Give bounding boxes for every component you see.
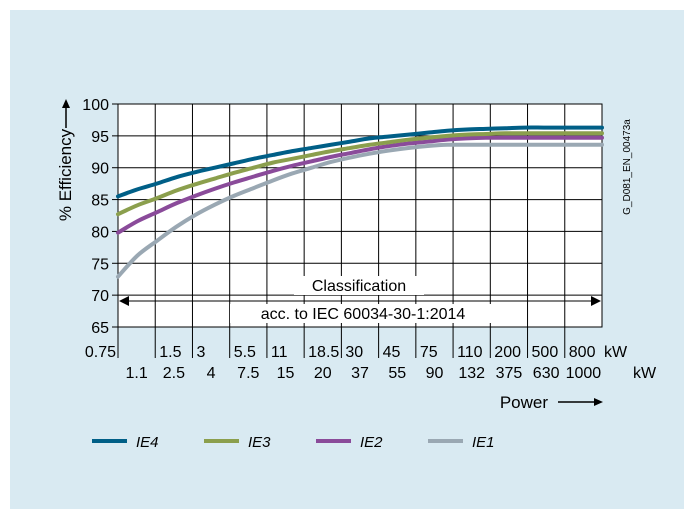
x-tick-label-bottom: 1.1 [125, 365, 147, 382]
series-line-ie3 [116, 131, 604, 217]
legend: IE4 IE3 IE2 IE1 [92, 434, 495, 451]
y-tick-label: 85 [91, 193, 109, 210]
y-axis-arrow [62, 99, 70, 128]
doc-code: G_D081_EN_00473a [622, 119, 633, 215]
legend-label-ie1: IE1 [472, 434, 495, 451]
x-tick-label-top: 5.5 [234, 344, 256, 361]
x-tick-label-bottom: 630 [533, 365, 560, 382]
x-tick-label-top: 75 [420, 344, 438, 361]
series-line-ie1 [116, 142, 604, 279]
standard-label-bg [230, 304, 496, 323]
x-tick-label-bottom: 15 [277, 365, 295, 382]
x-tick-label-bottom: 7.5 [237, 365, 259, 382]
x-axis-label: Power [500, 393, 549, 412]
x-tick-label-top: 11 [271, 344, 288, 361]
grid [118, 104, 602, 327]
x-tick-label-bottom: 132 [458, 365, 485, 382]
y-tick-label: 95 [91, 129, 109, 146]
x-axis-arrow [558, 398, 603, 406]
x-tick-label-top: 30 [345, 344, 363, 361]
x-tick-label-top: 18.5 [308, 344, 339, 361]
y-tick-label: 80 [91, 224, 109, 241]
classification-label-bg [294, 276, 424, 295]
legend-label-ie3: IE3 [248, 434, 271, 451]
y-axis-label: % Efficiency [56, 128, 75, 221]
x-tick-label-top: 110 [457, 344, 483, 361]
x-axis-ticks: 0.75 1.5 3 5.5 11 18.5 30 45 75 110 200 500 800 1.1 2.… [85, 327, 601, 382]
x-tick-label-top: 0.75 [85, 344, 116, 361]
x-tick-label-bottom: 2.5 [163, 365, 185, 382]
y-tick-label: 75 [91, 256, 109, 273]
y-tick-label: 90 [91, 161, 109, 178]
x-tick-label-bottom: 90 [426, 365, 444, 382]
legend-label-ie4: IE4 [136, 434, 159, 451]
x-tick-label-top: 1.5 [159, 344, 181, 361]
y-tick-label: 70 [91, 288, 109, 305]
x-tick-label-bottom: 1000 [566, 365, 602, 382]
x-tick-label-top: 45 [383, 344, 401, 361]
y-axis-ticks: 65 70 75 80 85 90 95 100 [82, 97, 118, 337]
x-tick-label-bottom: 375 [496, 365, 523, 382]
y-tick-label: 100 [82, 97, 109, 114]
y-tick-label: 65 [91, 320, 109, 337]
x-unit-bottom: kW [633, 365, 657, 382]
x-tick-label-bottom: 20 [314, 365, 332, 382]
classification-label: Classification [312, 278, 406, 295]
x-tick-label-top: 500 [532, 344, 559, 361]
x-unit-top: kW [604, 344, 628, 361]
series-line-ie4 [116, 125, 604, 199]
x-tick-label-top: 3 [196, 344, 205, 361]
legend-label-ie2: IE2 [360, 434, 383, 451]
x-tick-label-top: 200 [494, 344, 521, 361]
classification-arrow [119, 296, 601, 306]
series-curves [116, 125, 604, 279]
standard-label: acc. to IEC 60034-30-1:2014 [261, 306, 466, 323]
x-tick-label-bottom: 4 [207, 365, 216, 382]
series-line-ie2 [116, 135, 604, 235]
x-tick-label-bottom: 55 [388, 365, 406, 382]
x-tick-label-bottom: 37 [351, 365, 369, 382]
x-tick-label-top: 800 [569, 344, 596, 361]
